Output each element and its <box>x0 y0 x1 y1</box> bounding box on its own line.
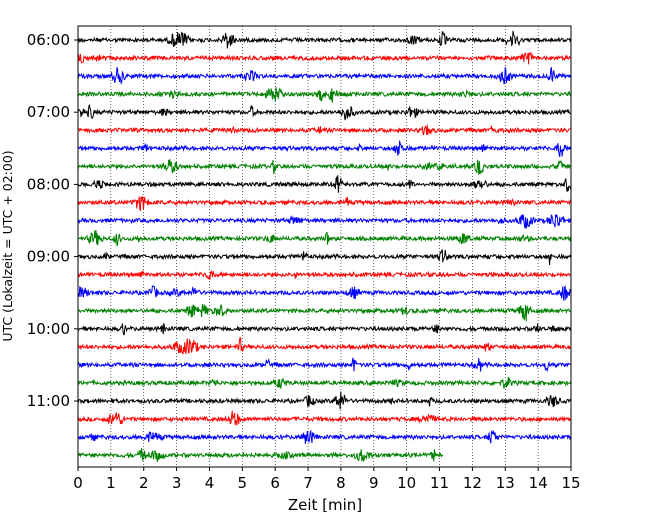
trace-line <box>77 322 572 336</box>
trace-line <box>77 51 572 65</box>
trace-line <box>77 284 572 301</box>
y-axis-ticks: 06:00 07:00 08:00 09:00 10:00 11:00 <box>27 31 78 410</box>
trace-line <box>77 391 572 410</box>
trace-line <box>77 175 572 193</box>
trace-line <box>77 429 572 444</box>
y-tick-label: 11:00 <box>27 392 70 410</box>
y-tick-label: 08:00 <box>27 175 70 193</box>
x-tick-label: 3 <box>172 474 182 492</box>
trace-line <box>77 124 571 135</box>
x-tick-label: 11 <box>430 474 449 492</box>
x-tick-label: 10 <box>397 474 416 492</box>
trace-line <box>77 87 571 103</box>
plot-frame <box>77 25 572 468</box>
x-tick-label: 7 <box>303 474 313 492</box>
trace-line <box>77 270 571 280</box>
trace-line <box>77 303 571 322</box>
trace-line <box>77 140 572 158</box>
x-tick-label: 0 <box>73 474 83 492</box>
x-tick-label: 13 <box>496 474 515 492</box>
x-tick-label: 15 <box>561 474 580 492</box>
y-axis-label: UTC (Lokalzeit = UTC + 02:00) <box>0 150 15 341</box>
x-tick-label: 14 <box>529 474 548 492</box>
trace-line <box>77 104 571 121</box>
trace-line <box>77 411 572 426</box>
trace-line <box>77 214 572 229</box>
x-tick-label: 5 <box>238 474 248 492</box>
x-tick-label: 1 <box>106 474 116 492</box>
y-tick-label: 09:00 <box>27 248 70 266</box>
y-tick-label: 10:00 <box>27 320 70 338</box>
trace-line <box>77 357 571 373</box>
x-tick-label: 9 <box>369 474 379 492</box>
trace-line <box>77 249 572 265</box>
x-tick-label: 8 <box>336 474 346 492</box>
y-tick-label: 07:00 <box>27 103 70 121</box>
trace-line <box>77 337 571 355</box>
x-tick-label: 6 <box>270 474 280 492</box>
trace-line <box>77 195 572 212</box>
y-tick-label: 06:00 <box>27 31 70 49</box>
x-tick-label: 4 <box>205 474 215 492</box>
trace-line <box>77 230 572 247</box>
x-axis-label: Zeit [min] <box>288 496 362 514</box>
seismogram-traces <box>77 30 572 463</box>
x-tick-label: 2 <box>139 474 149 492</box>
trace-line <box>77 159 571 175</box>
trace-line <box>77 448 444 463</box>
x-axis-ticks: 0 1 2 3 4 5 6 7 8 9 10 11 12 13 14 15 <box>73 467 581 492</box>
x-tick-label: 12 <box>463 474 482 492</box>
trace-line <box>77 376 572 390</box>
trace-line <box>77 30 572 49</box>
trace-line <box>77 66 572 85</box>
